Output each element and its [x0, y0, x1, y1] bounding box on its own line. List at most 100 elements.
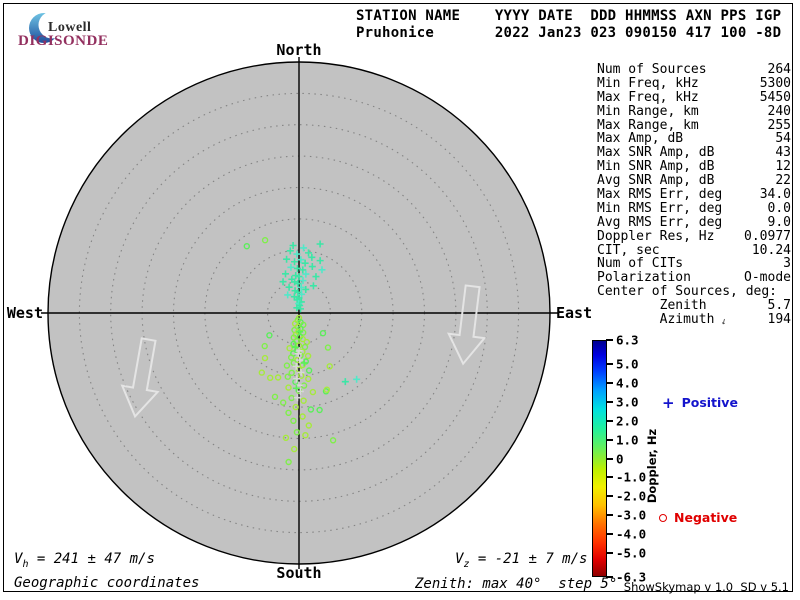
- parameter-row: Polarization O-mode: [597, 271, 791, 285]
- source-point: [324, 344, 332, 351]
- parameter-value: 43: [775, 145, 791, 161]
- colorbar-tick-label: -2.0: [616, 488, 647, 504]
- source-point: [305, 375, 312, 383]
- parameter-label: Min Range, km: [597, 103, 699, 119]
- colorbar-tick-mark: [606, 551, 613, 554]
- source-point: [302, 432, 309, 439]
- source-point: [312, 273, 320, 281]
- positive-marker-icon: +: [662, 393, 675, 412]
- source-point: [305, 422, 312, 429]
- source-point: [304, 352, 312, 360]
- parameter-label: Avg SNR Amp, dB: [597, 173, 715, 189]
- source-point: [329, 437, 337, 444]
- drift-arrow-icon: [120, 337, 160, 419]
- legend-positive-label: Positive: [681, 395, 738, 410]
- source-point: [309, 282, 317, 290]
- parameter-value: 34.0: [759, 187, 791, 203]
- zenith-scale-note: Zenith: max 40° step 5°: [415, 576, 618, 592]
- parameter-row: Max SNR Amp, dB 43: [597, 146, 791, 160]
- parameter-value: 5.7: [767, 298, 791, 314]
- drift-arrow-icon: [446, 284, 487, 366]
- crescent-moon-icon: [29, 11, 66, 43]
- source-point: [290, 417, 297, 424]
- parameter-label: Min Freq, kHz: [597, 75, 699, 91]
- parameter-row: Max Range, km 255: [597, 118, 791, 133]
- source-point: [285, 283, 293, 291]
- parameter-value: 240: [767, 103, 791, 119]
- parameter-row: Min SNR Amp, dB 12: [597, 160, 791, 174]
- colorbar-tick-label: 3.0: [616, 394, 639, 410]
- source-point: [323, 386, 331, 393]
- parameter-label: Max Freq, kHz: [597, 89, 699, 105]
- colorbar-tick-mark: [606, 382, 613, 385]
- source-point: [287, 263, 295, 271]
- source-point: [283, 255, 291, 263]
- source-point: [285, 384, 292, 391]
- parameter-row: Max RMS Err, deg 34.0: [597, 188, 791, 202]
- parameter-row: Max Amp, dB 54: [597, 132, 791, 146]
- source-point: [297, 283, 305, 291]
- parameter-label: Num of Sources: [597, 62, 707, 77]
- source-point: [309, 388, 317, 396]
- source-point: [282, 434, 290, 441]
- source-point: [296, 356, 304, 364]
- parameter-row: Avg SNR Amp, dB 22: [597, 174, 791, 188]
- colorbar-tick-label: 0: [616, 451, 624, 466]
- source-point: [353, 375, 361, 383]
- source-point: [258, 369, 265, 376]
- compass-label-north: North: [276, 41, 322, 59]
- source-point: [294, 280, 302, 288]
- source-point: [283, 362, 291, 369]
- parameter-value: 9.0: [767, 214, 791, 230]
- source-point: [296, 328, 304, 336]
- source-point: [294, 288, 302, 296]
- logo-lowell-text: Lowell: [48, 20, 92, 35]
- source-point: [319, 330, 327, 337]
- parameter-value: 5300: [759, 75, 791, 91]
- parameter-value: 5450: [759, 89, 791, 105]
- parameter-row: Doppler Res, Hz 0.0977: [597, 228, 791, 244]
- source-point: [307, 406, 315, 413]
- colorbar-tick-mark: [606, 438, 613, 441]
- lowell-digisonde-logo: Lowell DIGISONDE: [14, 6, 144, 50]
- source-point: [284, 373, 291, 380]
- source-point: [292, 362, 300, 370]
- compass-label-east: East: [556, 304, 593, 322]
- source-point: [305, 249, 313, 257]
- source-point: [292, 384, 300, 392]
- colorbar-tick-mark: [606, 576, 613, 578]
- source-point: [308, 253, 316, 261]
- parameter-label: Min SNR Amp, dB: [597, 159, 715, 175]
- source-point: [293, 429, 301, 436]
- source-point: [293, 264, 301, 272]
- colorbar-tick-label: 1.0: [616, 432, 639, 448]
- source-point: [301, 343, 309, 351]
- source-point: [302, 270, 310, 278]
- parameter-row: Num of Sources 264: [597, 63, 791, 77]
- source-point: [316, 406, 323, 414]
- colorbar-tick-mark: [606, 339, 613, 341]
- scatter-points-layer: [243, 236, 361, 466]
- parameter-label: Max SNR Amp, dB: [597, 145, 715, 161]
- colorbar-tick-label: -6.3: [616, 569, 647, 585]
- source-point: [316, 240, 324, 248]
- parameter-value: 0.0: [767, 200, 791, 216]
- source-point: [298, 290, 306, 298]
- source-point: [286, 345, 293, 352]
- parameter-row: Num of CITs 3: [597, 257, 791, 271]
- header-column-titles: STATION NAME YYYY DATE DDD HHMMSS AXN PP…: [356, 8, 782, 24]
- source-point: [267, 374, 274, 381]
- colorbar-tick-label: 4.0: [616, 375, 639, 391]
- source-point: [300, 397, 307, 404]
- parameter-row: Avg RMS Err, deg 9.0: [597, 214, 791, 230]
- logo-digisonde-text: DIGISONDE: [18, 33, 109, 49]
- source-point: [293, 296, 301, 304]
- parameter-label: Doppler Res, Hz: [597, 228, 715, 244]
- parameters-panel: Num of Sources 264 Min Freq, kHz 5300 Max Fr…: [597, 63, 791, 328]
- source-point: [285, 409, 292, 416]
- colorbar-tick-mark: [606, 401, 613, 404]
- source-point: [299, 277, 307, 285]
- source-point: [299, 413, 306, 420]
- parameter-label: Num of CITs: [597, 256, 684, 272]
